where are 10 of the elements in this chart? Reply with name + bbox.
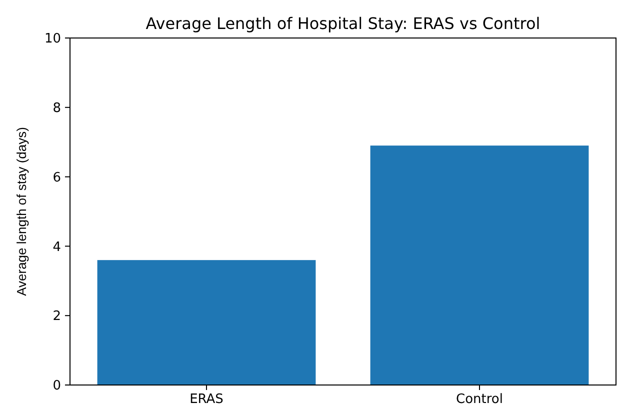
y-axis-title: Average length of stay (days) <box>14 127 29 296</box>
y-tick-label: 6 <box>52 170 61 186</box>
y-tick-label: 4 <box>52 240 61 255</box>
y-tick-label: 10 <box>44 32 61 47</box>
y-tick-label: 8 <box>52 100 61 116</box>
x-tick-label: ERAS <box>190 392 224 407</box>
chart-title: Average Length of Hospital Stay: ERAS vs Control <box>146 14 540 33</box>
y-tick-label: 2 <box>52 309 61 324</box>
x-tick-label: Control <box>456 392 503 407</box>
y-tick-label: 0 <box>52 378 61 394</box>
